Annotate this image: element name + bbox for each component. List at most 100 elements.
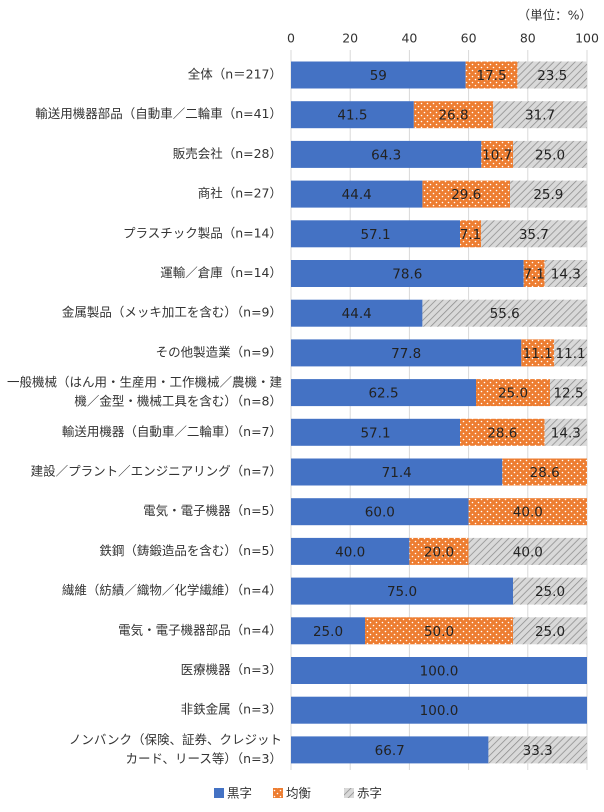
- bar-segment: [517, 61, 587, 89]
- value-label: 44.4: [342, 187, 372, 203]
- bar-segment: [291, 617, 365, 645]
- bar-segment: [291, 418, 461, 446]
- y-tick-label: 一般機械（はん用・生産用・工作機械／農機・建: [7, 375, 283, 390]
- value-label: 31.7: [525, 108, 555, 124]
- bar-segment: [493, 101, 587, 129]
- bar-segment: [291, 458, 503, 486]
- x-tick-label: 40: [401, 31, 417, 46]
- bar-segment: [554, 339, 587, 367]
- bar-segment: [291, 299, 423, 327]
- bar-segment: [413, 101, 494, 129]
- y-tick-label: 輸送用機器部品（自動車／二輪車（n=41）: [35, 106, 282, 121]
- value-label: 14.3: [551, 267, 581, 283]
- value-label: 12.5: [553, 386, 583, 402]
- value-label: 59: [370, 68, 387, 84]
- x-tick-label: 0: [287, 31, 295, 46]
- value-label: 71.4: [382, 465, 412, 481]
- value-label: 25.0: [498, 386, 528, 402]
- y-tick-label: 繊維（紡績／織物／化学繊維）（n=4）: [62, 583, 282, 598]
- y-tick-label: 医療機器（n=3）: [181, 662, 282, 677]
- value-label: 20.0: [424, 544, 454, 560]
- value-label: 100.0: [420, 703, 459, 719]
- bar-segment: [544, 418, 587, 446]
- value-label: 35.7: [519, 227, 549, 243]
- bar-segment: [523, 260, 545, 287]
- y-tick-label: 運輸／倉庫（n=14）: [160, 265, 282, 280]
- value-label: 40.0: [513, 505, 543, 521]
- x-tick-label: 20: [342, 31, 358, 46]
- bar-segment: [513, 577, 587, 605]
- legend-label: 均衡: [286, 786, 311, 801]
- legend-swatch: [214, 788, 224, 798]
- bar-segment: [460, 418, 545, 446]
- y-tick-label: 商社（n=27）: [198, 186, 282, 201]
- value-label: 25.0: [535, 584, 565, 600]
- bar-segment: [291, 577, 513, 605]
- y-tick-label: 鉄鋼（鋳鍛造品を含む）（n=5）: [99, 543, 282, 558]
- bar-segment: [422, 299, 587, 327]
- value-label: 78.6: [392, 267, 422, 283]
- bar-segment: [468, 498, 587, 526]
- bar-segment: [291, 220, 461, 248]
- value-label: 23.5: [537, 68, 567, 84]
- value-label: 10.7: [482, 147, 512, 163]
- y-tick-label: 建設／プラント／エンジニアリング（n=7）: [31, 464, 282, 479]
- bar-segment: [291, 61, 466, 89]
- bar-segment: [544, 260, 587, 287]
- value-label: 17.5: [477, 68, 507, 84]
- y-tick-label: 輸送用機器（自動車／二輪車）（n=7）: [62, 424, 282, 439]
- bar-segment: [409, 537, 469, 565]
- bar-segment: [521, 339, 555, 367]
- bar-segment: [291, 101, 414, 129]
- bar-segment: [291, 180, 423, 208]
- value-label: 25.9: [533, 187, 563, 203]
- value-label: 25.0: [313, 624, 343, 640]
- y-tick-label: プラスチック製品（n=14）: [123, 225, 282, 240]
- value-label: 44.4: [342, 306, 372, 322]
- bar-segment: [291, 537, 410, 565]
- value-label: 26.8: [438, 108, 468, 124]
- bar-segment: [291, 736, 489, 764]
- bar-segment: [291, 696, 587, 724]
- value-label: 57.1: [360, 227, 390, 243]
- y-tick-label: ノンバンク（保険、証券、クレジット: [69, 732, 282, 747]
- value-label: 28.6: [530, 465, 560, 481]
- bar-segment: [465, 61, 518, 89]
- value-label: 11.1: [556, 346, 586, 362]
- value-label: 7.1: [523, 267, 544, 283]
- bar-segment: [291, 379, 476, 407]
- value-label: 40.0: [513, 544, 543, 560]
- x-tick-label: 100: [575, 31, 599, 46]
- value-label: 100.0: [420, 664, 459, 680]
- bar-segment: [365, 617, 513, 645]
- bar-segment: [513, 140, 587, 168]
- bar-segment: [488, 736, 587, 764]
- value-label: 57.1: [360, 425, 390, 441]
- x-tick-label: 60: [461, 31, 477, 46]
- bar-segment: [502, 458, 587, 486]
- x-tick-label: 80: [520, 31, 536, 46]
- y-tick-label: 電気・電子機器部品（n=4）: [118, 622, 282, 637]
- y-tick-label: 販売会社（n=28）: [173, 146, 282, 161]
- y-tick-label: 機／金型・機械工具を含む）（n=8）: [74, 394, 282, 409]
- y-tick-label: 全体（n＝217）: [188, 67, 282, 82]
- bar-segment: [481, 140, 513, 168]
- value-label: 25.0: [535, 147, 565, 163]
- y-tick-label: 電気・電子機器（n=5）: [143, 503, 282, 518]
- bar-segment: [510, 180, 587, 208]
- value-label: 11.1: [523, 346, 553, 362]
- bar-segment: [481, 220, 587, 248]
- y-tick-label: 金属製品（メッキ加工を含む）（n=9）: [62, 305, 282, 320]
- value-label: 62.5: [368, 386, 398, 402]
- value-label: 7.1: [460, 227, 481, 243]
- value-label: 75.0: [387, 584, 417, 600]
- value-label: 28.6: [487, 425, 517, 441]
- y-tick-label: 非鉄金属（n=3）: [181, 702, 282, 717]
- value-label: 25.0: [535, 624, 565, 640]
- value-label: 29.6: [451, 187, 481, 203]
- value-label: 33.3: [523, 743, 553, 759]
- bar-segment: [422, 180, 511, 208]
- y-tick-label: カード、リース等）（n=3）: [126, 751, 282, 766]
- value-label: 60.0: [365, 505, 395, 521]
